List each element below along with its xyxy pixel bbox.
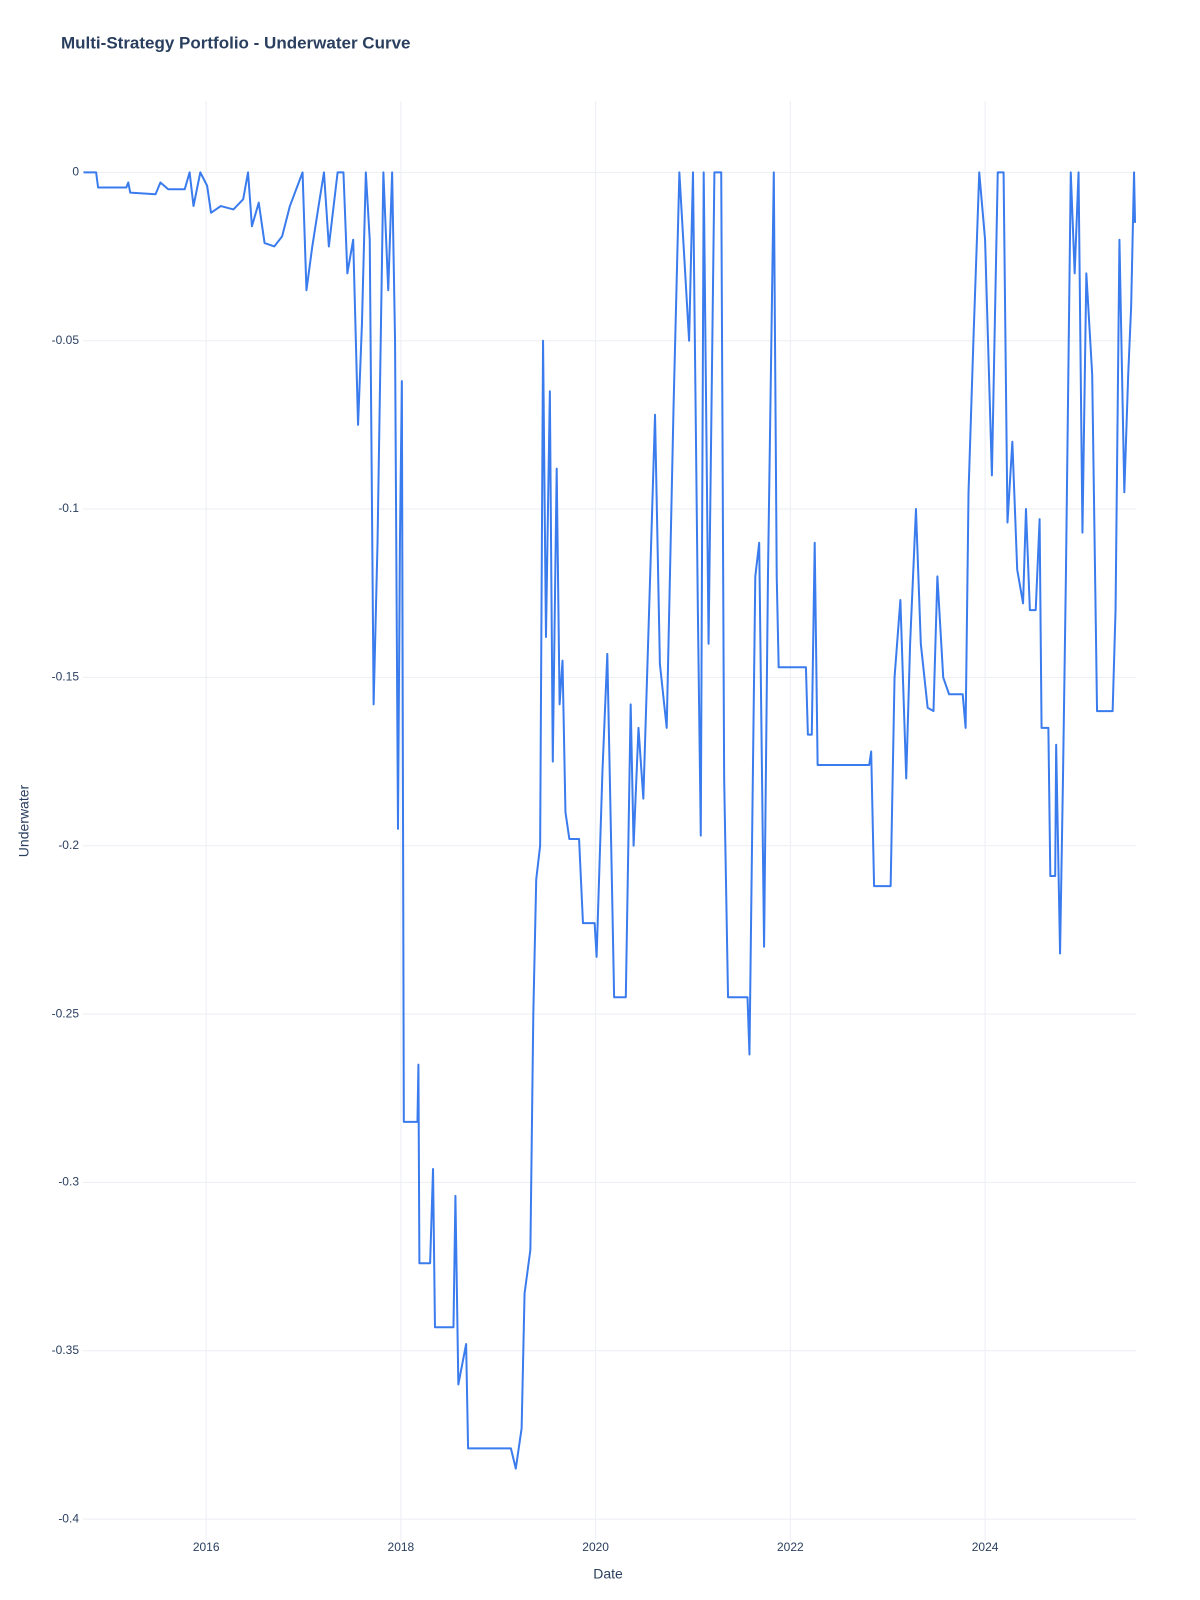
y-tick-label: 0 (72, 165, 79, 179)
y-axis-title: Underwater (16, 784, 32, 857)
x-axis-title: Date (593, 1566, 623, 1582)
y-tick-label: -0.35 (52, 1343, 80, 1357)
x-tick-label: 2020 (582, 1540, 609, 1554)
y-tick-label: -0.05 (52, 333, 80, 347)
y-tick-label: -0.4 (58, 1511, 79, 1525)
x-tick-label: 2022 (777, 1540, 804, 1554)
y-tick-label: -0.2 (58, 838, 79, 852)
y-tick-label: -0.3 (58, 1175, 79, 1189)
x-tick-label: 2018 (388, 1540, 415, 1554)
underwater-line (83, 171, 1137, 1470)
y-tick-label: -0.15 (52, 670, 80, 684)
y-tick-label: -0.25 (52, 1006, 80, 1020)
chart-title: Multi-Strategy Portfolio - Underwater Cu… (61, 33, 410, 52)
y-tick-label: -0.1 (58, 501, 79, 515)
x-tick-label: 2024 (972, 1540, 999, 1554)
x-tick-label: 2016 (193, 1540, 220, 1554)
